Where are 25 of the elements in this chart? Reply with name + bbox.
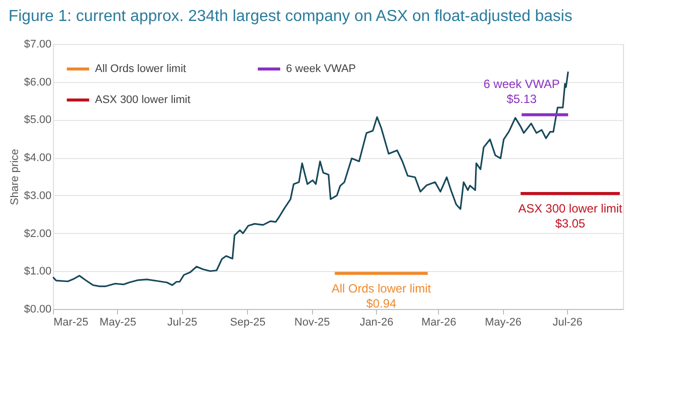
- y-tick-label: $2.00: [24, 228, 52, 240]
- x-tick-label: Jul-25: [167, 316, 198, 328]
- x-tick-label: Jul-26: [552, 316, 583, 328]
- legend-label: ASX 300 lower limit: [95, 94, 190, 106]
- x-tick-label: May-26: [484, 316, 522, 328]
- legend-label: 6 week VWAP: [286, 63, 356, 75]
- y-tick-label: $1.00: [24, 266, 52, 278]
- annotation: 6 week VWAP $5.13: [484, 76, 560, 106]
- x-tick-label: Mar-26: [421, 316, 456, 328]
- legend-label: All Ords lower limit: [95, 63, 186, 75]
- x-tick-label: Nov-25: [294, 316, 330, 328]
- x-tick-label: Mar-25: [54, 316, 88, 328]
- y-axis-title: Share price: [8, 148, 21, 206]
- y-tick-label: $0.00: [24, 304, 52, 316]
- chart-title: Figure 1: current approx. 234th largest company on ASX on float-adjusted basis: [8, 8, 572, 25]
- annotation: ASX 300 lower limit $3.05: [518, 202, 623, 231]
- y-tick-label: $3.00: [24, 190, 52, 202]
- x-tick-label: May-25: [100, 316, 136, 328]
- x-tick-label: Jan-26: [360, 316, 394, 328]
- x-tick-label: Sep-25: [230, 316, 266, 328]
- y-tick-label: $6.00: [24, 76, 52, 88]
- y-tick-label: $5.00: [24, 114, 52, 126]
- annotation: All Ords lower limit $0.94: [332, 281, 432, 310]
- y-tick-label: $7.00: [24, 38, 52, 50]
- y-tick-label: $4.00: [24, 152, 52, 164]
